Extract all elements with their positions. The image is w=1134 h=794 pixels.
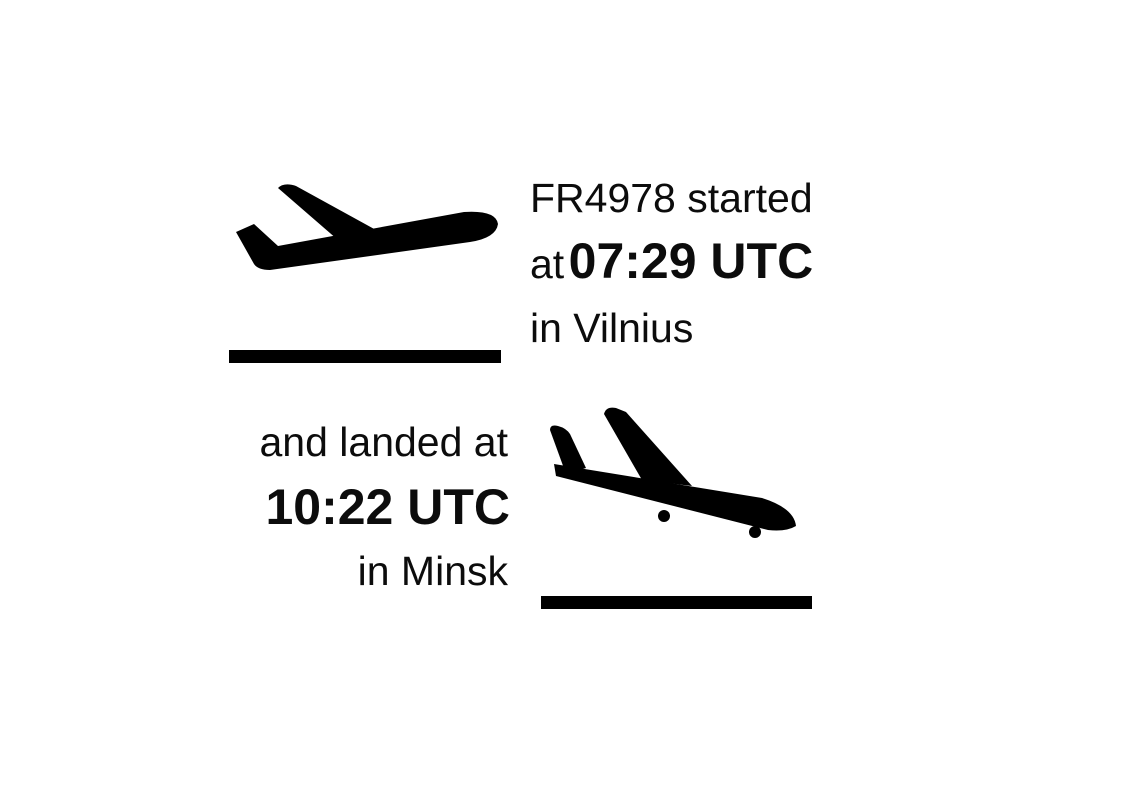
departure-preposition: at: [530, 241, 565, 287]
arrival-ground-line: [541, 596, 812, 609]
airplane-landing-icon: [550, 407, 796, 538]
departure-line-2: at 07:29 UTC: [530, 236, 813, 286]
departure-verb: started: [687, 175, 813, 221]
arrival-phrase: and landed at: [259, 419, 508, 465]
departure-location: in Vilnius: [530, 305, 694, 351]
arrival-time: 10:22 UTC: [265, 479, 510, 535]
flight-number: FR4978: [530, 175, 676, 221]
departure-ground-line: [229, 350, 501, 363]
departure-time: 07:29 UTC: [568, 233, 814, 289]
departure-line-1: FR4978 started: [530, 178, 813, 219]
airplane-takeoff-icon: [236, 184, 498, 270]
arrival-location: in Minsk: [357, 548, 508, 594]
